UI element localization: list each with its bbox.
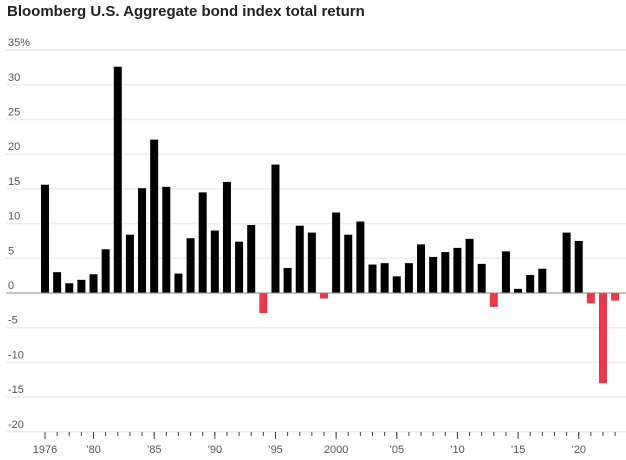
bar [417,244,426,293]
y-tick-label: -5 [8,315,18,327]
bar [404,263,413,293]
bar [113,66,122,293]
bar [574,240,583,293]
bar [138,188,147,293]
bar [162,186,171,293]
bar [235,241,244,293]
y-tick-label: 35% [8,37,30,49]
bar [453,247,462,293]
y-tick-label: 25 [8,107,20,119]
bar [489,293,498,307]
bar [344,234,353,293]
bar [477,263,486,293]
bar [125,234,134,293]
bar [307,232,316,293]
bar [41,184,49,293]
bar [392,276,401,293]
bar [150,139,159,293]
y-tick-label: -15 [8,384,24,396]
bar [77,279,86,293]
bar [271,164,280,293]
bar [514,288,523,293]
y-tick-label: 15 [8,176,20,188]
x-tick-label: ’10 [450,444,465,456]
bar [295,225,304,293]
y-tick-label: 20 [8,141,20,153]
x-tick-label: 1976 [33,444,57,456]
bar [429,256,438,293]
bar [53,272,62,293]
bar [65,283,74,293]
x-tick-label: ’90 [207,444,222,456]
bar [598,293,607,384]
bar [526,274,535,293]
bar [465,238,474,293]
bar [198,192,207,293]
bar [283,268,292,293]
bar [222,181,231,293]
bar [332,212,341,293]
x-tick-label: ’80 [86,444,101,456]
bar [247,224,256,293]
bar [210,230,219,293]
x-tick-label: 2000 [324,444,348,456]
bar [586,293,595,304]
y-tick-label: 5 [8,245,14,257]
bar [562,232,571,293]
x-tick-label: ’05 [389,444,404,456]
bar [368,264,377,293]
bar [380,263,389,293]
x-tick-label: ’95 [268,444,283,456]
bar [611,293,620,301]
x-tick-label: ’20 [571,444,586,456]
y-tick-label: 30 [8,72,20,84]
bar [101,249,110,293]
y-tick-label: -20 [8,419,24,431]
bar [441,252,450,293]
y-tick-label: 0 [8,280,14,292]
y-tick-label: 10 [8,211,20,223]
bar [501,251,510,293]
bar [186,238,195,293]
x-tick-label: ’15 [511,444,526,456]
bar [259,293,268,314]
bar [89,274,98,293]
x-tick-label: ’85 [147,444,162,456]
y-tick-label: -10 [8,349,24,361]
bar [356,221,365,293]
bar [174,273,183,293]
bar [319,293,328,299]
chart-title: Bloomberg U.S. Aggregate bond index tota… [7,3,365,20]
bar [538,268,547,293]
